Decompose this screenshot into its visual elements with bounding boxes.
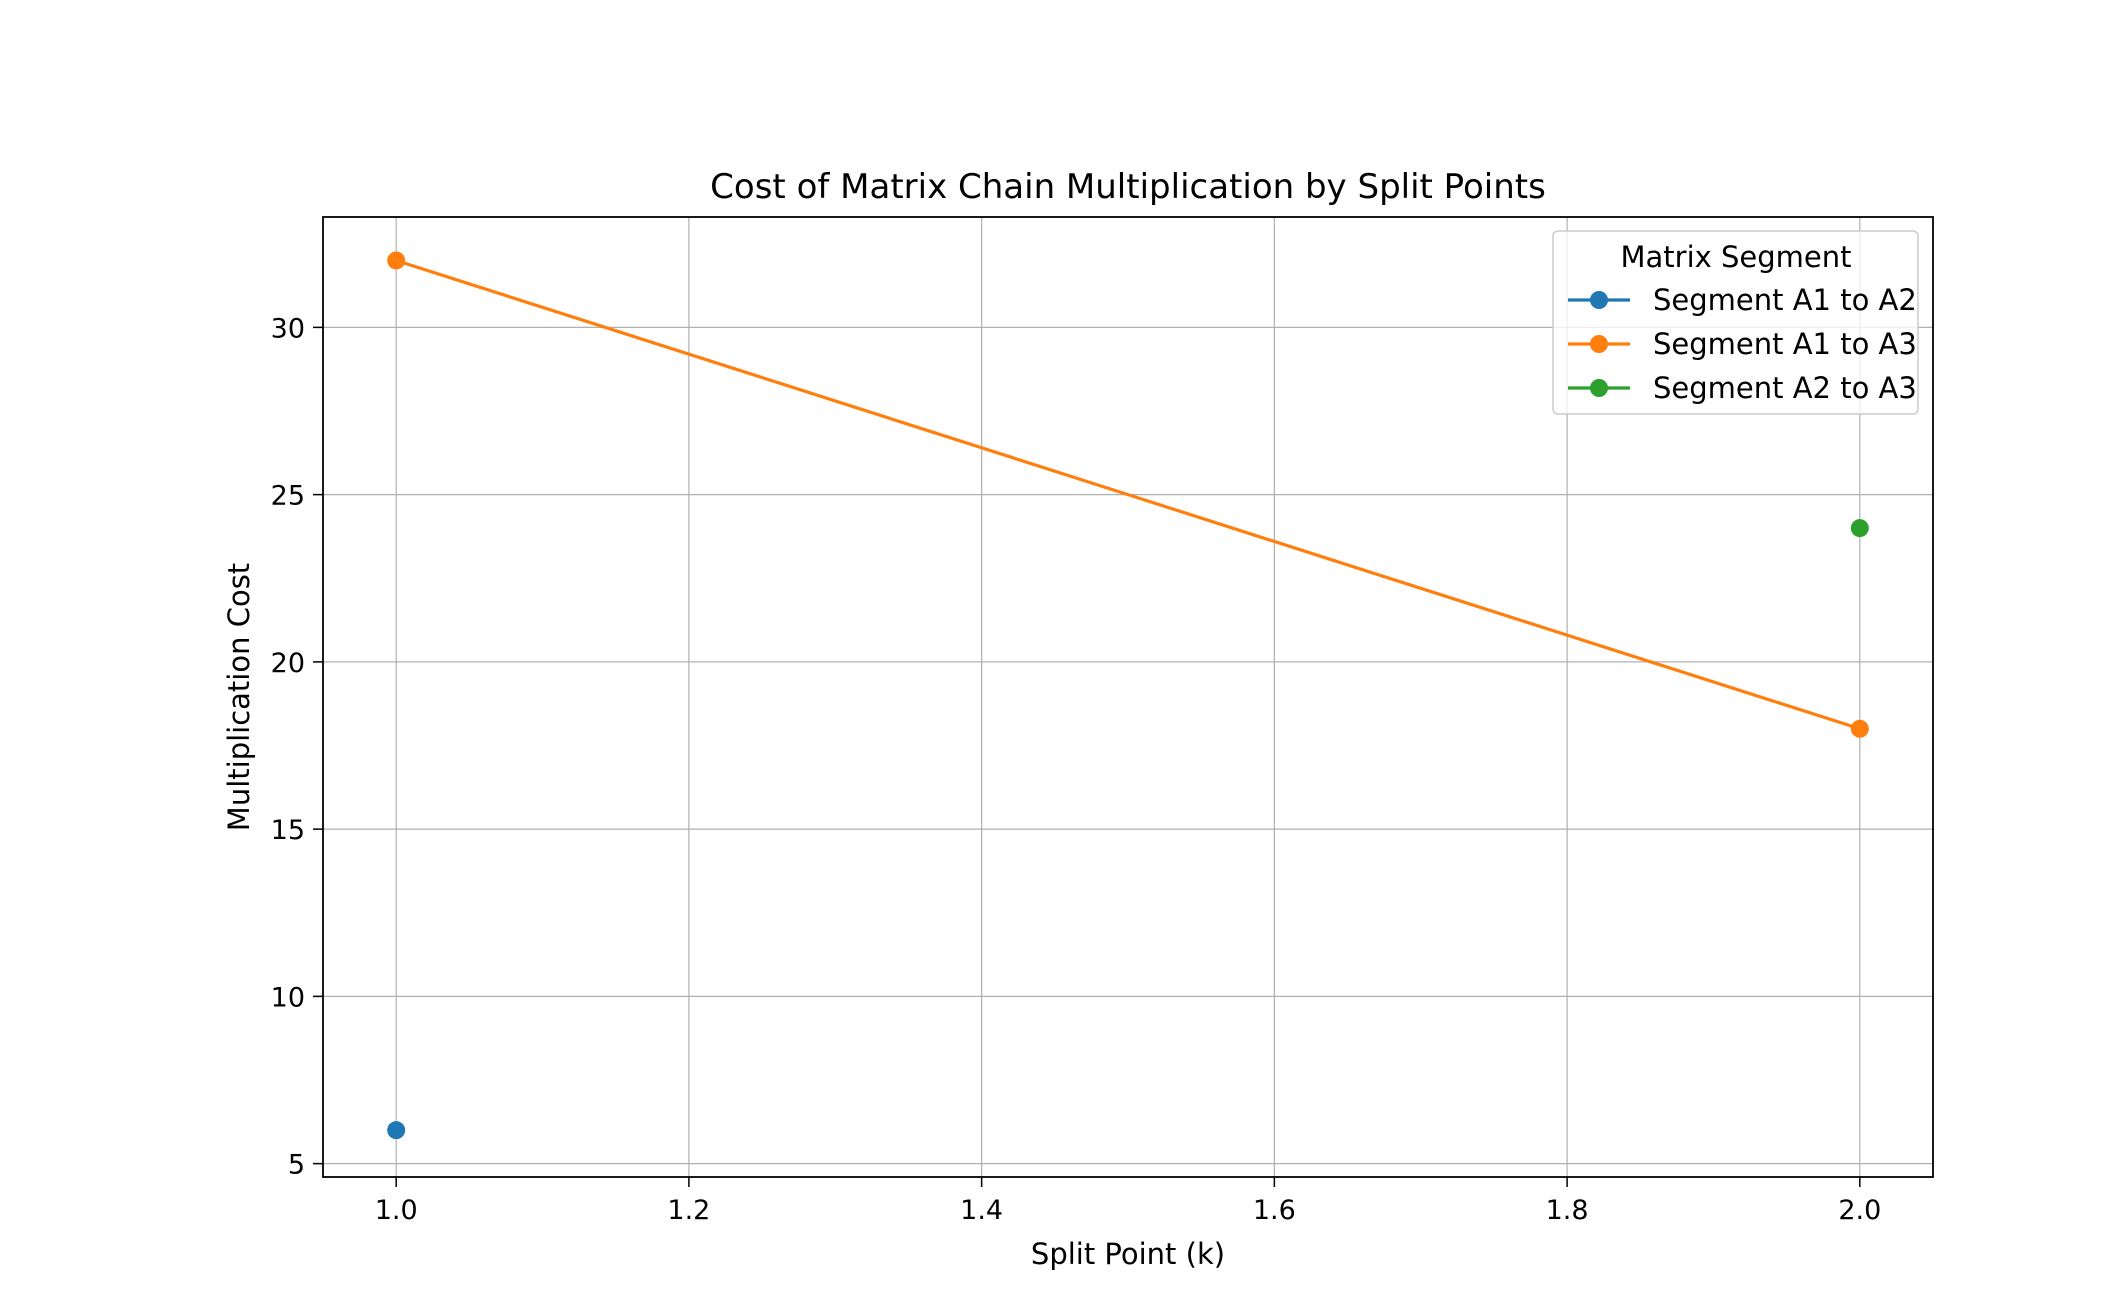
legend-title: Matrix Segment [1620, 240, 1851, 274]
x-tick-label: 1.0 [375, 1195, 418, 1226]
y-tick-label: 20 [271, 648, 305, 679]
x-tick-label: 1.4 [960, 1195, 1003, 1226]
data-point [387, 1121, 406, 1140]
series-2 [387, 251, 1869, 738]
legend-label: Segment A1 to A3 [1653, 327, 1917, 361]
data-point [1850, 719, 1869, 738]
legend-entry-2: Segment A1 to A3 [1568, 327, 1917, 361]
chart-title: Cost of Matrix Chain Multiplication by S… [710, 167, 1546, 207]
x-tick-label: 1.6 [1253, 1195, 1296, 1226]
legend-box [1552, 230, 1919, 415]
y-tick-label: 30 [271, 313, 305, 344]
legend-marker [1590, 291, 1608, 309]
legend-entry-3: Segment A2 to A3 [1568, 371, 1917, 405]
series-layer [387, 251, 1869, 1140]
x-axis-label: Split Point (k) [1031, 1237, 1225, 1271]
y-tick-label: 15 [271, 815, 305, 846]
legend-marker [1590, 335, 1608, 353]
x-tick-label: 2.0 [1838, 1195, 1881, 1226]
legend-items: Segment A1 to A2 Segment A1 to A3 Segment … [1568, 283, 1917, 405]
y-tick-label: 10 [271, 982, 305, 1013]
data-point [1850, 519, 1869, 538]
series-line [395, 258, 1861, 731]
legend-marker [1590, 379, 1608, 397]
series-3 [1850, 519, 1869, 538]
y-tick-label: 25 [271, 481, 305, 512]
x-tick-label: 1.2 [667, 1195, 710, 1226]
axis-ticks: 1.0 1.2 1.4 1.6 1.8 2.0 5 10 15 20 25 30 [271, 313, 1882, 1226]
series-1 [387, 1121, 406, 1140]
legend-entry-1: Segment A1 to A2 [1568, 283, 1917, 317]
y-axis-label: Multiplication Cost [222, 563, 256, 831]
data-point [387, 251, 406, 270]
x-tick-label: 1.8 [1546, 1195, 1589, 1226]
plot-frame [322, 216, 1934, 1178]
legend-label: Segment A2 to A3 [1653, 371, 1917, 405]
y-tick-label: 5 [288, 1150, 305, 1181]
legend-label: Segment A1 to A2 [1653, 283, 1917, 317]
